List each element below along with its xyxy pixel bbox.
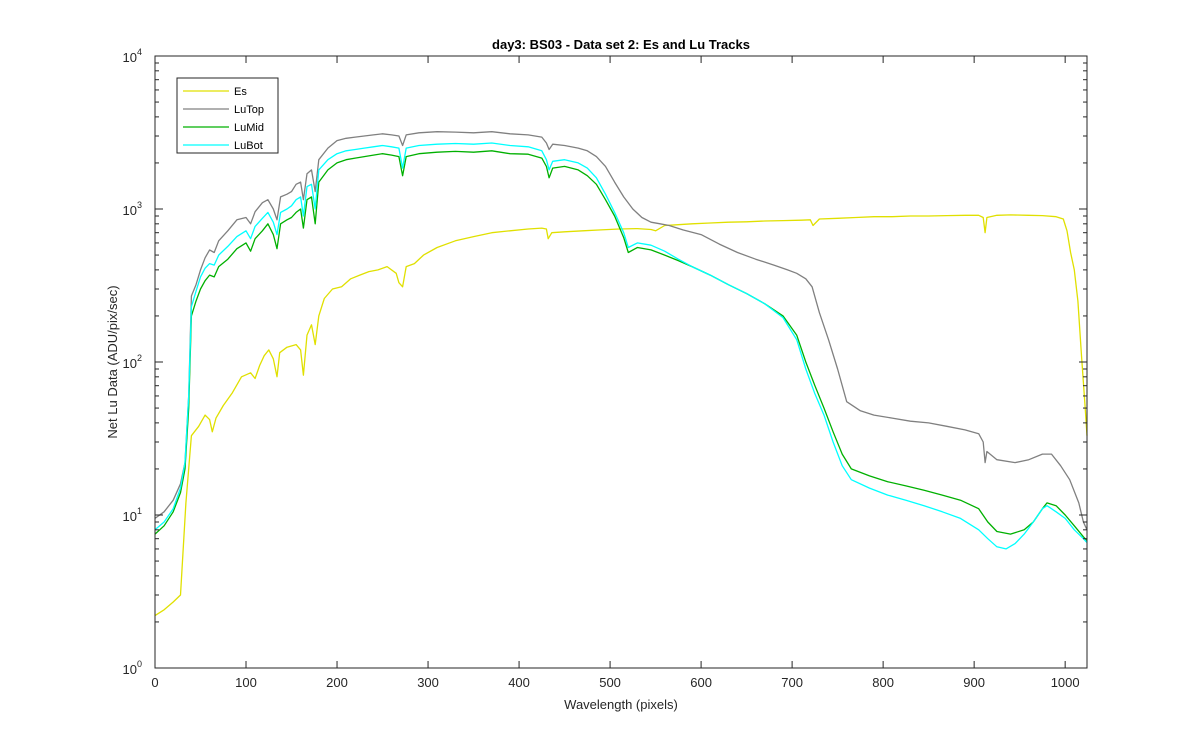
y-tick-base: 10: [123, 50, 137, 65]
x-tick-label: 1000: [1051, 675, 1080, 690]
x-tick-label: 300: [417, 675, 439, 690]
x-tick-label: 500: [599, 675, 621, 690]
series-line-lutop: [154, 131, 1088, 531]
y-axis-label: Net Lu Data (ADU/pix/sec): [105, 285, 120, 438]
y-tick-exponent: 3: [137, 200, 142, 210]
legend-label-es: Es: [234, 86, 247, 98]
y-tick-exponent: 2: [137, 353, 142, 363]
x-tick-label: 400: [508, 675, 530, 690]
chart-title: day3: BS03 - Data set 2: Es and Lu Track…: [492, 37, 750, 52]
legend-label-lumid: LuMid: [234, 122, 264, 134]
series-layer: [154, 131, 1088, 617]
x-tick-label: 0: [151, 675, 158, 690]
x-axis-label: Wavelength (pixels): [564, 697, 678, 712]
x-axis: 0 100 200 300 400 500 600 700 800 900 1000: [151, 56, 1080, 690]
x-tick-label: 200: [326, 675, 348, 690]
y-tick-base: 10: [123, 509, 137, 524]
legend-label-lubot: LuBot: [234, 140, 263, 152]
x-tick-label: 900: [963, 675, 985, 690]
y-tick-base: 10: [123, 203, 137, 218]
plot-area: [155, 56, 1087, 668]
y-tick-exponent: 4: [137, 47, 142, 57]
y-tick-label: 102: [123, 353, 142, 371]
series-line-es: [154, 214, 1088, 617]
y-tick-exponent: 1: [137, 506, 142, 516]
y-tick-label: 101: [123, 506, 142, 524]
y-tick-base: 10: [123, 662, 137, 677]
legend: Es LuTop LuMid LuBot: [176, 77, 279, 154]
x-tick-label: 100: [235, 675, 257, 690]
series-line-lubot: [154, 142, 1088, 550]
y-tick-label: 100: [123, 659, 142, 677]
y-tick-base: 10: [123, 356, 137, 371]
y-tick-label: 104: [123, 47, 142, 65]
x-tick-label: 800: [872, 675, 894, 690]
x-tick-label: 700: [781, 675, 803, 690]
y-tick-exponent: 0: [137, 659, 142, 669]
legend-label-lutop: LuTop: [234, 104, 264, 116]
y-tick-label: 103: [123, 200, 142, 218]
x-tick-label: 600: [690, 675, 712, 690]
series-line-lumid: [154, 150, 1088, 542]
